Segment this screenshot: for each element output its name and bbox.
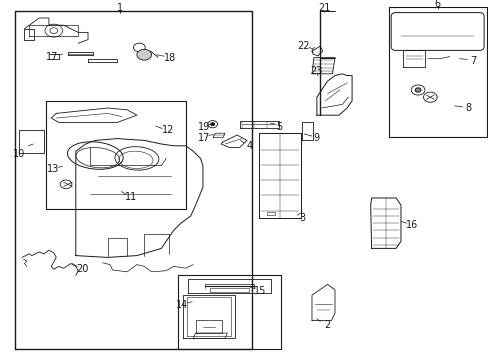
Text: 3: 3: [299, 213, 305, 223]
Text: 17: 17: [198, 132, 210, 143]
Text: 21: 21: [317, 3, 330, 13]
Text: 11: 11: [124, 192, 137, 202]
Text: 19: 19: [198, 122, 210, 132]
Circle shape: [210, 123, 214, 126]
Text: 23: 23: [310, 66, 323, 76]
Text: 16: 16: [405, 220, 418, 230]
Circle shape: [137, 49, 151, 60]
Text: 14: 14: [176, 300, 188, 310]
Text: 15: 15: [254, 285, 266, 296]
Text: 6: 6: [434, 0, 440, 9]
Text: 18: 18: [163, 53, 176, 63]
Text: 17: 17: [45, 51, 58, 62]
Text: 7: 7: [469, 56, 475, 66]
Text: 4: 4: [246, 141, 252, 151]
Text: 20: 20: [76, 264, 88, 274]
Text: 10: 10: [13, 149, 26, 159]
Text: 13: 13: [46, 164, 59, 174]
Text: 22: 22: [296, 41, 309, 51]
Text: 8: 8: [465, 103, 470, 113]
Circle shape: [414, 88, 420, 92]
Text: 12: 12: [162, 125, 174, 135]
Text: 5: 5: [276, 122, 282, 132]
Text: 9: 9: [313, 133, 319, 143]
Text: 2: 2: [324, 320, 329, 330]
Text: 1: 1: [117, 3, 122, 13]
